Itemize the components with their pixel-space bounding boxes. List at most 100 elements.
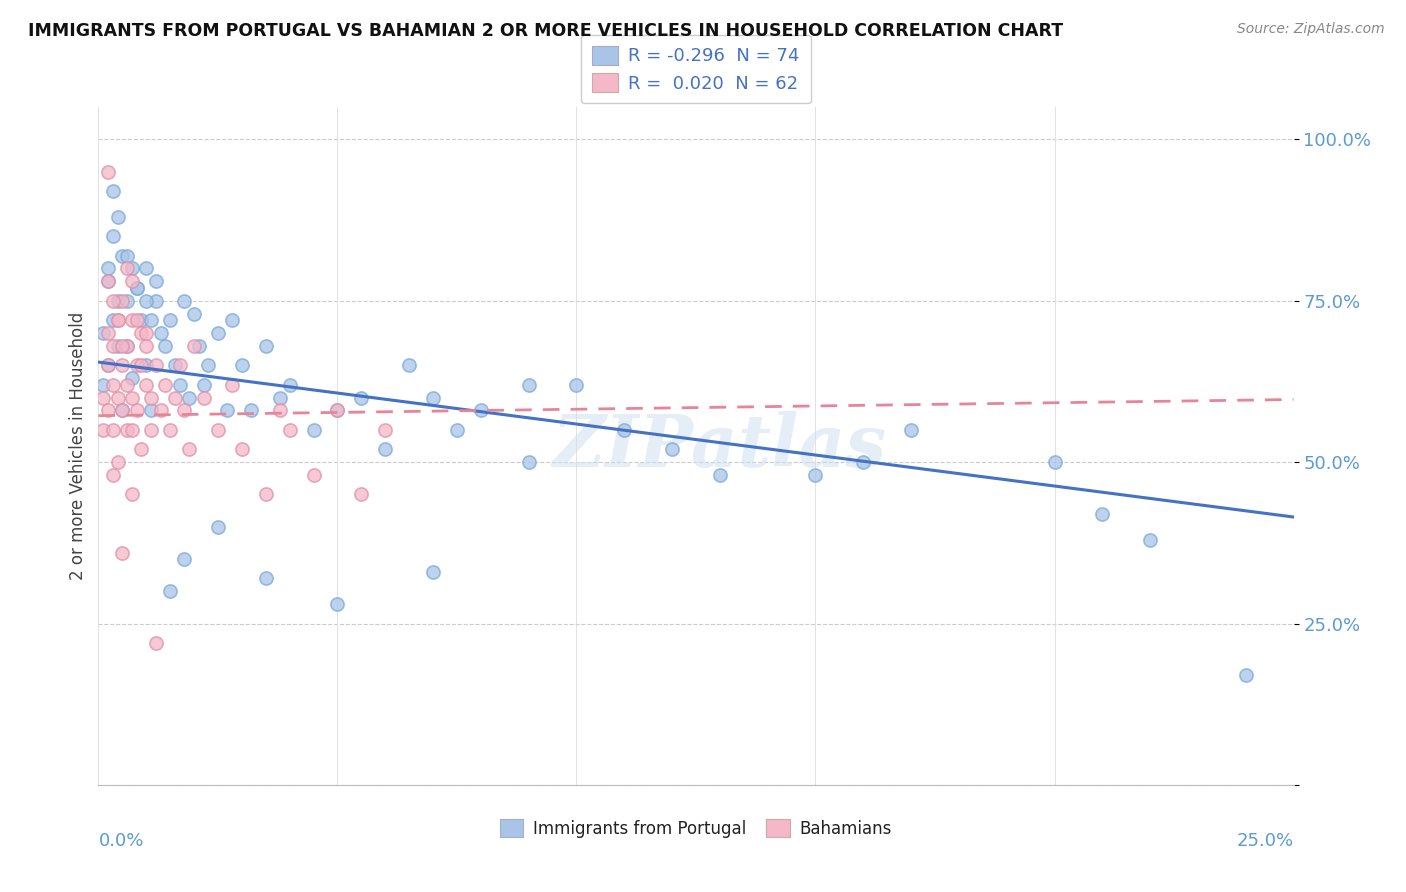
Point	[302, 423, 325, 437]
Point	[350, 391, 373, 405]
Point	[131, 359, 153, 373]
Point	[254, 487, 277, 501]
Point	[173, 293, 195, 308]
Point	[101, 377, 124, 392]
Point	[326, 403, 349, 417]
Point	[139, 423, 162, 437]
Point	[131, 442, 153, 457]
Point	[121, 274, 143, 288]
Point	[517, 377, 540, 392]
Point	[470, 403, 492, 417]
Text: Source: ZipAtlas.com: Source: ZipAtlas.com	[1237, 22, 1385, 37]
Point	[169, 359, 191, 373]
Point	[163, 391, 186, 405]
Point	[125, 281, 148, 295]
Point	[269, 403, 291, 417]
Point	[1091, 507, 1114, 521]
Point	[107, 313, 129, 327]
Point	[121, 261, 143, 276]
Point	[115, 293, 138, 308]
Point	[115, 377, 138, 392]
Point	[149, 403, 172, 417]
Point	[398, 359, 420, 373]
Point	[145, 293, 167, 308]
Point	[107, 210, 129, 224]
Point	[101, 468, 124, 483]
Point	[155, 339, 177, 353]
Point	[131, 313, 153, 327]
Point	[107, 293, 129, 308]
Point	[900, 423, 922, 437]
Point	[179, 391, 201, 405]
Point	[111, 545, 134, 559]
Point	[135, 293, 157, 308]
Point	[207, 423, 229, 437]
Point	[173, 552, 195, 566]
Point	[111, 248, 134, 262]
Point	[97, 403, 120, 417]
Point	[183, 307, 205, 321]
Point	[121, 487, 143, 501]
Point	[149, 326, 172, 340]
Point	[145, 636, 167, 650]
Point	[91, 326, 114, 340]
Point	[111, 403, 134, 417]
Point	[254, 339, 277, 353]
Point	[135, 359, 157, 373]
Point	[302, 468, 325, 483]
Point	[101, 339, 124, 353]
Point	[97, 274, 120, 288]
Point	[91, 391, 114, 405]
Point	[101, 313, 124, 327]
Point	[565, 377, 588, 392]
Text: 25.0%: 25.0%	[1236, 832, 1294, 850]
Point	[101, 184, 124, 198]
Point	[111, 359, 134, 373]
Point	[197, 359, 219, 373]
Point	[91, 423, 114, 437]
Point	[374, 423, 396, 437]
Point	[187, 339, 209, 353]
Point	[101, 229, 124, 244]
Point	[852, 455, 875, 469]
Point	[107, 391, 129, 405]
Point	[169, 377, 191, 392]
Point	[1043, 455, 1066, 469]
Point	[183, 339, 205, 353]
Point	[350, 487, 373, 501]
Point	[207, 326, 229, 340]
Point	[446, 423, 468, 437]
Point	[422, 565, 444, 579]
Point	[97, 326, 120, 340]
Point	[1139, 533, 1161, 547]
Point	[422, 391, 444, 405]
Point	[173, 403, 195, 417]
Point	[125, 313, 148, 327]
Point	[221, 377, 243, 392]
Point	[135, 326, 157, 340]
Point	[661, 442, 683, 457]
Point	[374, 442, 396, 457]
Point	[107, 339, 129, 353]
Text: 0.0%: 0.0%	[98, 832, 143, 850]
Point	[115, 339, 138, 353]
Point	[179, 442, 201, 457]
Point	[159, 584, 181, 599]
Point	[111, 403, 134, 417]
Point	[278, 423, 301, 437]
Point	[121, 391, 143, 405]
Point	[121, 371, 143, 385]
Point	[97, 261, 120, 276]
Point	[278, 377, 301, 392]
Point	[101, 423, 124, 437]
Text: ZIPatlas: ZIPatlas	[553, 410, 887, 482]
Point	[193, 377, 215, 392]
Point	[101, 293, 124, 308]
Point	[135, 261, 157, 276]
Point	[517, 455, 540, 469]
Point	[159, 313, 181, 327]
Point	[193, 391, 215, 405]
Point	[326, 403, 349, 417]
Point	[145, 274, 167, 288]
Point	[91, 377, 114, 392]
